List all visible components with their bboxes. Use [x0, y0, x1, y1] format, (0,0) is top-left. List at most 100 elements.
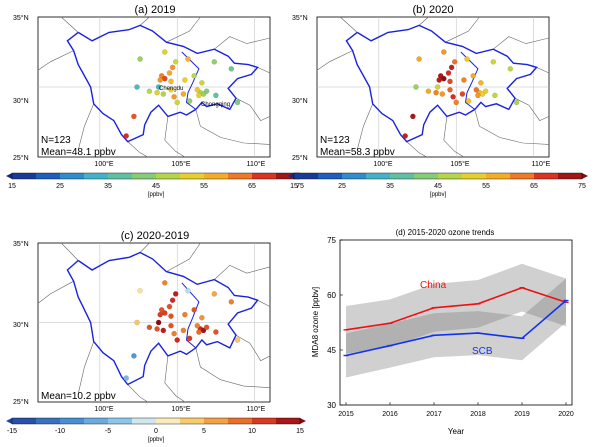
colorbar-segment-4 — [390, 173, 415, 179]
colorbar-segment-9 — [228, 173, 253, 179]
colorbar-tick-label-3: 45 — [434, 183, 442, 190]
band-china — [346, 263, 566, 354]
station-point-3 — [464, 56, 470, 62]
station-point-22 — [168, 87, 174, 93]
panel-b-lat-35: 35°N — [292, 14, 308, 22]
x-tick-label-2017: 2017 — [426, 411, 442, 418]
colorbar-tick-label-1: 25 — [338, 183, 346, 190]
colorbar-frame — [293, 172, 583, 180]
colorbar-unit: [ppbv] — [148, 192, 165, 198]
station-point-30 — [492, 92, 498, 99]
station-point-2 — [451, 59, 458, 65]
province-border-9 — [77, 103, 94, 151]
panel-a-lat-25: 25°N — [13, 154, 29, 162]
station-point-7 — [166, 303, 173, 310]
colorbar-min-arrow — [6, 173, 12, 179]
panel-c-lon-110: 110°E — [247, 405, 266, 413]
station-point-33 — [123, 375, 129, 381]
station-point-32 — [131, 353, 137, 359]
colorbar-segment-2 — [60, 173, 85, 179]
province-border-5 — [235, 97, 271, 121]
station-point-17 — [196, 92, 202, 99]
colorbar-segment-8 — [486, 173, 511, 179]
panel-c-province-borders — [37, 242, 271, 403]
station-point-26 — [134, 319, 140, 326]
colorbar-segment-10 — [534, 173, 559, 179]
station-point-20 — [180, 327, 187, 334]
colorbar-tick-label-4: 55 — [200, 183, 208, 190]
station-point-21 — [171, 330, 177, 337]
station-point-8 — [158, 307, 165, 313]
province-border-4 — [257, 67, 271, 74]
station-point-23 — [439, 91, 446, 97]
colorbar-segment-5 — [132, 173, 157, 179]
panel-c-lon-100: 100°E — [94, 405, 113, 413]
colorbar-tick-label-0: 15 — [8, 183, 16, 190]
station-point-23 — [160, 91, 167, 97]
province-border-2 — [445, 16, 480, 43]
station-point-22 — [447, 87, 453, 93]
station-point-14 — [478, 80, 484, 86]
station-point-29 — [186, 335, 193, 342]
province-border-0 — [60, 242, 79, 261]
colorbar-segment-6 — [438, 173, 463, 179]
colorbar-tick-label-2: 35 — [104, 183, 112, 190]
station-point-28 — [453, 99, 459, 106]
colorbar-segment-7 — [462, 173, 487, 179]
colorbar-segment-0 — [12, 173, 37, 179]
panel-d-series-lines — [343, 286, 569, 357]
panel-c-title: (c) 2020-2019 — [121, 230, 190, 242]
station-point-30 — [213, 92, 219, 99]
colorbar-unit: [ppbv] — [148, 437, 165, 443]
label-chongqing: Chongqing — [201, 102, 230, 108]
panel-c-lon-105: 105°E — [171, 405, 190, 413]
label-chengdu: Chengdu — [159, 86, 183, 92]
colorbar-segment-7 — [180, 173, 205, 179]
colorbar-tick-label-2: -5 — [105, 428, 111, 435]
station-point-17 — [475, 92, 481, 99]
station-point-5 — [228, 66, 235, 72]
station-point-30 — [213, 329, 219, 335]
province-border-9 — [77, 341, 94, 395]
panel-b-title: (b) 2020 — [413, 4, 454, 16]
series-label-china: China — [420, 280, 447, 291]
panel-a-count: N=123 — [41, 135, 71, 146]
station-point-9 — [162, 310, 168, 316]
station-point-11 — [447, 78, 453, 85]
province-border-4 — [536, 67, 550, 74]
station-point-12 — [461, 77, 467, 83]
station-point-25 — [425, 88, 432, 94]
station-point-28 — [174, 99, 180, 106]
panel-d-ylabel: MDA8 ozone [ppbv] — [311, 287, 320, 357]
station-point-10 — [157, 77, 163, 83]
colorbar-min-arrow — [288, 173, 294, 179]
station-point-7 — [166, 70, 173, 76]
x-tick-label-2018: 2018 — [470, 411, 486, 418]
y-tick-label-30: 30 — [327, 401, 336, 410]
x-tick-label-2016: 2016 — [382, 411, 398, 418]
station-point-24 — [154, 89, 160, 96]
panel-d-xlabel: Year — [448, 427, 465, 436]
panel-d-uncertainty-bands — [346, 263, 566, 378]
panel-b-lat-30: 30°N — [292, 97, 308, 105]
province-border-4 — [257, 299, 271, 307]
colorbar-segment-2 — [342, 173, 367, 179]
colorbar-segment-5 — [414, 173, 439, 179]
station-point-13 — [470, 73, 476, 79]
colorbar-segment-1 — [36, 173, 61, 179]
station-point-21 — [450, 94, 456, 100]
province-border-3 — [214, 36, 271, 50]
panel-a-scb-outline — [66, 24, 259, 143]
colorbar-min-arrow — [6, 418, 12, 424]
panel-c-mean: Mean=10.2 ppbv — [41, 391, 116, 402]
colorbar-segment-11 — [558, 173, 583, 179]
station-point-24 — [154, 326, 160, 332]
station-point-0 — [162, 49, 168, 55]
province-border-1 — [139, 242, 150, 253]
colorbar-tick-label-3: 0 — [154, 428, 158, 435]
colorbar-segment-5 — [132, 418, 157, 424]
province-border-10 — [316, 50, 353, 71]
province-border-0 — [339, 16, 358, 33]
station-point-9 — [441, 75, 447, 82]
colorbar-tick-label-6: 75 — [578, 183, 586, 190]
